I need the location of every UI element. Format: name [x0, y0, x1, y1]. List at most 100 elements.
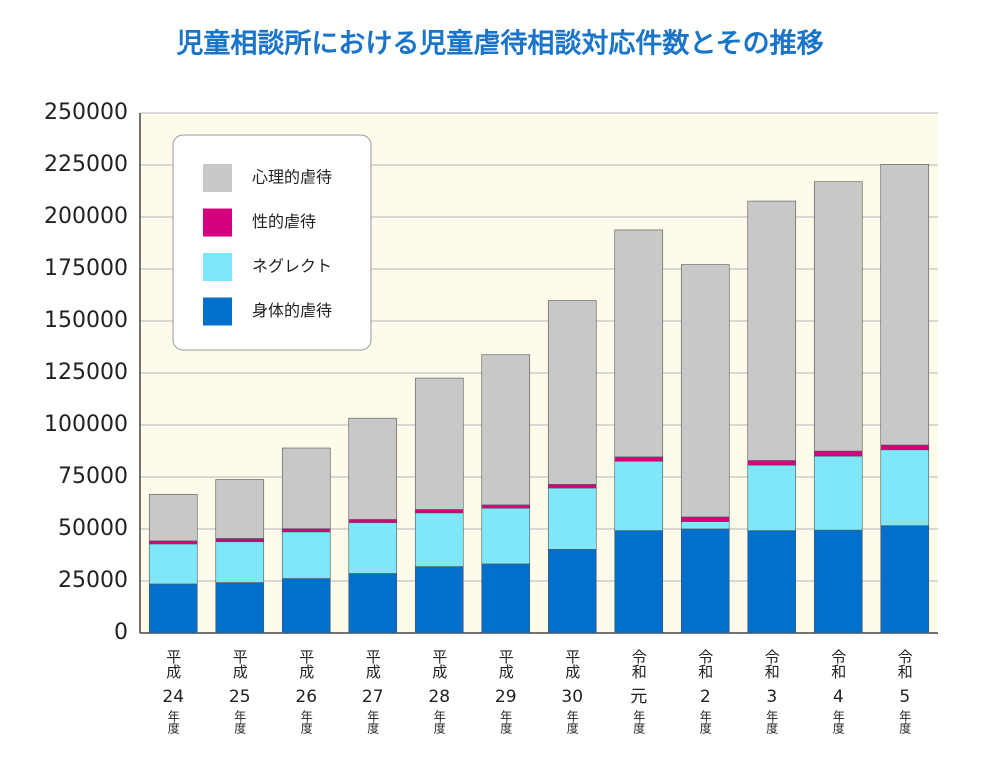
bar-segment — [614, 530, 664, 634]
x-tick-label: 4 — [833, 687, 844, 707]
bar-segment — [414, 377, 464, 510]
bar-segment — [614, 229, 664, 458]
legend-label: 身体的虐待 — [252, 301, 332, 320]
bar-segment — [215, 582, 265, 634]
y-tick-label: 100000 — [44, 412, 128, 437]
x-tick-label: 30 — [561, 687, 583, 707]
x-tick-label: 29 — [495, 687, 517, 707]
bar-segment — [348, 417, 398, 520]
bar-segment — [747, 460, 797, 466]
bar-segment — [680, 528, 730, 634]
bar-segment — [747, 200, 797, 461]
bar-segment — [148, 543, 198, 585]
bar-segment — [414, 566, 464, 634]
bar-segment — [481, 504, 531, 509]
y-tick-label: 250000 — [44, 100, 128, 125]
legend-label: ネグレクト — [252, 257, 332, 276]
x-tick-label: 令和 — [763, 649, 781, 679]
bar-segment — [614, 456, 664, 462]
bar-segment — [880, 164, 930, 446]
x-tick-label: 28 — [428, 687, 450, 707]
legend-swatch — [203, 208, 232, 237]
bar-segment — [481, 354, 531, 506]
y-tick-label: 50000 — [58, 516, 128, 541]
bar-segment — [747, 464, 797, 531]
x-tick-label: 年度 — [299, 710, 313, 734]
bar-segment — [215, 479, 265, 539]
bar-segment — [281, 578, 331, 634]
bar-segment — [348, 573, 398, 634]
bar-segment — [813, 529, 863, 634]
bar-segment — [148, 583, 198, 634]
bar-segment — [215, 541, 265, 583]
bar-segment — [547, 549, 597, 634]
bar-segment — [880, 525, 930, 634]
bar-segment — [813, 450, 863, 457]
bar-segment — [614, 460, 664, 531]
bar-segment — [680, 264, 730, 518]
x-tick-label: 年度 — [432, 710, 446, 734]
bar-segment — [414, 512, 464, 567]
bar-segment — [813, 181, 863, 452]
bar-segment — [481, 507, 531, 565]
bar-segment — [680, 516, 730, 522]
bar-segment — [680, 521, 730, 530]
y-tick-label: 25000 — [58, 568, 128, 593]
legend-swatch — [203, 297, 232, 326]
y-tick-label: 175000 — [44, 256, 128, 281]
bar-segment — [547, 487, 597, 550]
bar-segment — [880, 449, 930, 526]
bar-segment — [281, 447, 331, 529]
x-tick-label: 24 — [162, 687, 184, 707]
x-tick-label: 令和 — [696, 649, 714, 679]
y-tick-label: 150000 — [44, 308, 128, 333]
x-tick-label: 平成 — [164, 649, 182, 680]
legend-label: 心理的虐待 — [252, 168, 332, 187]
x-tick-label: 元 — [630, 687, 647, 707]
bar-segment — [215, 538, 265, 543]
bar-segment — [481, 563, 531, 634]
x-tick-label: 年度 — [233, 710, 247, 734]
bar-segment — [880, 444, 930, 451]
x-tick-label: 2 — [700, 687, 711, 707]
y-tick-label: 125000 — [44, 360, 128, 385]
bar-segment — [148, 493, 198, 542]
bar-segment — [414, 509, 464, 514]
x-tick-label: 3 — [766, 687, 777, 707]
x-tick-label: 令和 — [896, 649, 914, 679]
bar-segment — [813, 455, 863, 531]
legend-swatch — [203, 164, 232, 192]
bar-segment — [148, 540, 198, 545]
x-tick-label: 令和 — [630, 649, 648, 679]
x-tick-label: 平成 — [563, 649, 581, 680]
bar-segment — [547, 300, 597, 485]
bar-segment — [281, 528, 331, 533]
x-tick-label: 平成 — [297, 649, 315, 680]
y-tick-label: 200000 — [44, 204, 128, 229]
x-tick-label: 27 — [362, 687, 384, 707]
x-tick-label: 平成 — [364, 649, 382, 680]
y-tick-label: 225000 — [44, 152, 128, 177]
x-tick-label: 26 — [295, 687, 317, 707]
legend-swatch — [203, 253, 232, 281]
bar-segment — [348, 519, 398, 523]
x-tick-label: 令和 — [829, 649, 847, 679]
x-tick-label: 25 — [229, 687, 251, 707]
chart-title: 児童相談所における児童虐待相談対応件数とその推移 — [176, 29, 823, 60]
x-tick-label: 年度 — [898, 710, 912, 734]
x-tick-label: 平成 — [430, 649, 448, 680]
y-tick-label: 0 — [114, 620, 128, 645]
x-tick-label: 年度 — [366, 710, 380, 734]
x-tick-label: 5 — [899, 687, 910, 707]
bar-segment — [281, 531, 331, 579]
x-tick-label: 平成 — [497, 649, 515, 680]
x-tick-label: 年度 — [499, 710, 513, 734]
x-tick-label: 年度 — [166, 710, 180, 734]
x-tick-label: 平成 — [231, 649, 249, 680]
y-tick-label: 75000 — [58, 464, 128, 489]
x-tick-label: 年度 — [765, 710, 779, 734]
legend-label: 性的虐待 — [252, 212, 316, 231]
bar-segment — [547, 484, 597, 489]
x-tick-label: 年度 — [565, 710, 579, 734]
